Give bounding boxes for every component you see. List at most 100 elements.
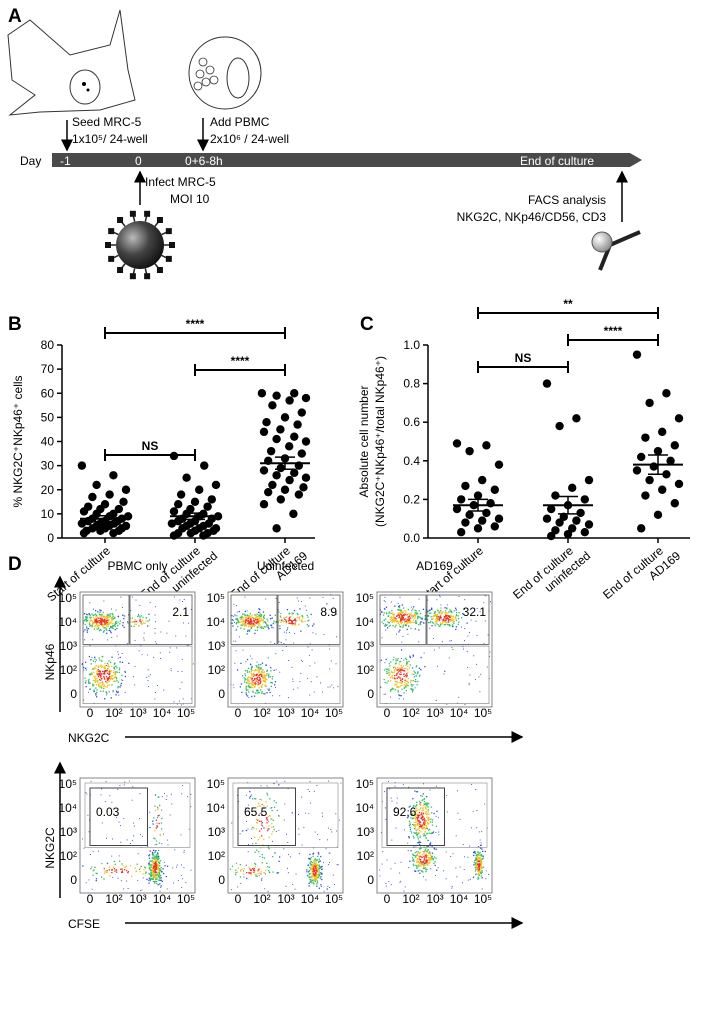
event <box>272 826 274 828</box>
event <box>104 670 106 672</box>
dot <box>276 495 285 504</box>
event <box>118 653 119 655</box>
event <box>434 611 436 613</box>
event <box>92 683 94 685</box>
event <box>393 688 395 690</box>
event <box>98 617 100 619</box>
event <box>416 851 418 853</box>
event <box>415 679 417 681</box>
event <box>435 857 437 859</box>
event <box>158 865 160 867</box>
event <box>158 814 160 816</box>
event <box>390 601 392 603</box>
event <box>95 620 97 622</box>
event <box>154 838 156 840</box>
event <box>154 632 156 634</box>
event <box>412 656 414 658</box>
event <box>92 685 94 687</box>
event <box>161 843 163 845</box>
event <box>85 618 88 620</box>
dot <box>289 509 298 519</box>
event <box>291 621 293 623</box>
event <box>114 673 116 676</box>
event <box>267 866 269 868</box>
event <box>457 615 459 617</box>
event <box>412 688 414 690</box>
event <box>426 816 428 818</box>
event <box>401 680 403 683</box>
event <box>99 671 101 673</box>
event <box>291 812 293 814</box>
event <box>418 629 420 631</box>
event <box>90 868 92 870</box>
event <box>103 872 106 874</box>
y-tick-label: 10² <box>60 849 77 863</box>
event <box>421 824 424 826</box>
event <box>408 622 410 624</box>
event <box>393 613 395 616</box>
event <box>271 826 273 828</box>
event <box>464 628 466 629</box>
event <box>452 853 454 855</box>
event <box>88 831 90 833</box>
event <box>397 612 399 615</box>
event <box>407 608 409 611</box>
event <box>475 863 477 865</box>
event <box>95 659 97 661</box>
event <box>316 864 318 866</box>
event <box>392 677 394 679</box>
event <box>245 621 247 623</box>
event <box>259 615 262 617</box>
event <box>439 617 441 619</box>
event <box>443 616 446 618</box>
event <box>313 847 315 849</box>
event <box>445 851 447 853</box>
event <box>428 853 430 855</box>
event <box>260 668 262 670</box>
event <box>94 625 96 628</box>
event <box>415 830 417 832</box>
event <box>436 616 438 618</box>
event <box>412 684 414 686</box>
event <box>429 821 432 823</box>
event <box>264 622 266 624</box>
event <box>262 619 264 622</box>
event <box>267 870 270 872</box>
event <box>136 620 138 623</box>
event <box>108 869 110 871</box>
event <box>259 673 261 676</box>
event <box>479 852 481 854</box>
event <box>248 625 250 627</box>
gate <box>129 594 193 645</box>
event <box>300 659 302 661</box>
event <box>112 614 114 616</box>
event <box>435 785 437 787</box>
event <box>415 675 417 677</box>
event <box>285 622 287 624</box>
event <box>143 622 145 624</box>
event <box>159 804 161 807</box>
event <box>265 674 268 677</box>
event <box>402 635 404 637</box>
event <box>179 688 181 690</box>
event <box>242 649 244 651</box>
event <box>404 657 407 659</box>
event <box>302 615 304 618</box>
event <box>148 863 150 865</box>
event <box>233 640 235 642</box>
event <box>244 807 246 809</box>
event <box>265 801 267 803</box>
event <box>268 871 271 873</box>
event <box>327 686 329 688</box>
event <box>98 673 100 675</box>
event <box>109 630 112 632</box>
event <box>104 665 106 667</box>
event <box>385 882 387 884</box>
event <box>395 660 397 662</box>
event <box>469 674 471 676</box>
y-tick-label: 0.2 <box>403 492 420 506</box>
event <box>408 867 410 869</box>
event <box>144 872 147 874</box>
event <box>271 810 273 812</box>
event <box>100 609 102 612</box>
